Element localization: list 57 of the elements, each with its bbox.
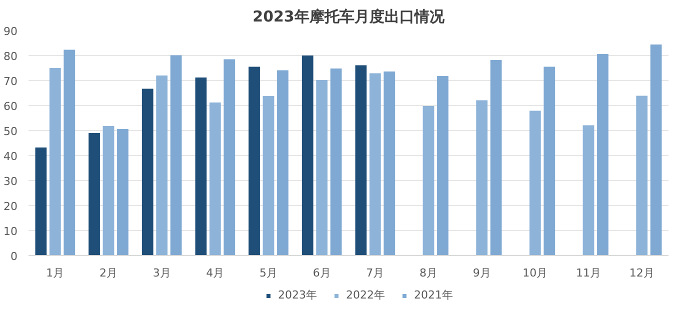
bar [369, 73, 381, 256]
bar [355, 65, 367, 256]
bar [156, 76, 168, 256]
bar [437, 76, 448, 256]
bar [49, 68, 61, 256]
bar [102, 126, 114, 256]
bar [195, 78, 207, 256]
bar [544, 66, 556, 256]
legend-label: 2023年 [278, 288, 317, 302]
bar [476, 100, 488, 256]
bar [35, 148, 47, 256]
bar [302, 56, 314, 256]
y-tick-label: 20 [4, 200, 18, 213]
bar [650, 44, 662, 256]
bar [316, 80, 328, 256]
bar [277, 70, 288, 256]
y-tick-label: 0 [10, 250, 18, 263]
x-tick-label: 11月 [576, 266, 601, 280]
x-tick-label: 7月 [366, 266, 384, 280]
x-tick-label: 3月 [152, 266, 171, 280]
bar [422, 106, 434, 256]
y-tick-label: 10 [4, 225, 18, 238]
y-tick-label: 60 [4, 100, 18, 113]
y-tick-label: 70 [4, 75, 18, 88]
bar [88, 133, 100, 256]
x-tick-label: 8月 [420, 266, 438, 280]
bar [490, 60, 502, 256]
x-tick-label: 5月 [260, 266, 278, 280]
bar [248, 66, 260, 256]
bar [384, 72, 396, 256]
bar [209, 102, 221, 256]
bar [117, 129, 128, 256]
y-tick-label: 50 [4, 125, 18, 138]
x-tick-label: 10月 [522, 266, 548, 280]
legend-label: 2022年 [346, 288, 385, 302]
x-tick-label: 1月 [46, 266, 64, 280]
y-tick-label: 80 [4, 50, 18, 63]
bar [582, 125, 594, 256]
x-tick-label: 6月 [312, 266, 331, 280]
legend-label: 2021年 [414, 288, 453, 302]
bar [262, 96, 274, 256]
bar [330, 68, 342, 256]
x-tick-label: 12月 [629, 266, 654, 280]
y-tick-label: 40 [4, 150, 18, 163]
x-tick-label: 2月 [100, 266, 118, 280]
bar [142, 88, 154, 256]
bar [64, 50, 76, 256]
bar [529, 110, 541, 256]
bar [224, 59, 236, 256]
y-tick-label: 90 [4, 25, 18, 38]
chart-title: 2023年摩托车月度出口情况 [252, 8, 446, 26]
x-tick-label: 9月 [472, 266, 491, 280]
bar [170, 55, 182, 256]
bar [597, 54, 608, 256]
bar [636, 96, 648, 256]
y-tick-label: 30 [4, 175, 18, 188]
x-tick-label: 4月 [206, 266, 224, 280]
